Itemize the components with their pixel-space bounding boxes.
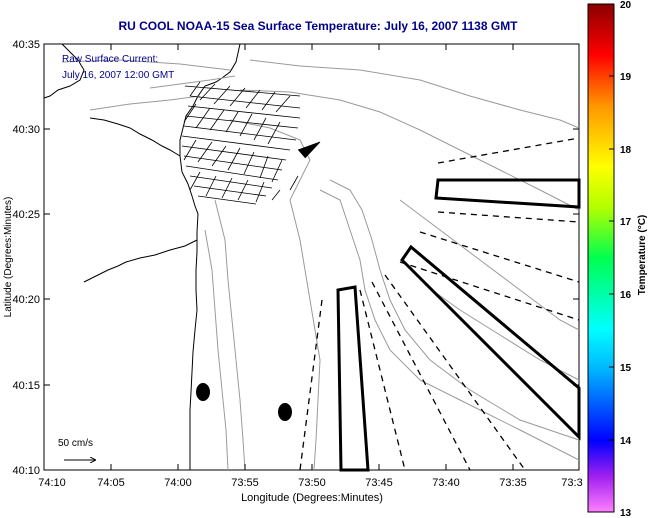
colorbar [587,3,615,513]
x-tick-label: 73:55 [231,477,259,489]
coastline-inlet [83,239,198,283]
x-tick-label: 74:05 [97,477,125,489]
map-title: RU COOL NOAA-15 Sea Surface Temperature:… [118,19,518,33]
x-tick-label: 73:50 [298,477,326,489]
x-tick-label: 73:35 [499,477,527,489]
y-tick-label: 40:20 [12,294,40,306]
current-annotation-line1: Raw Surface Current: [62,54,158,65]
coastline-bay [89,117,181,157]
x-tick-labels: 74:10 74:05 74:00 73:55 73:50 73:45 73:4… [38,477,582,489]
x-tick-label: 73:45 [365,477,393,489]
station-marker [278,403,292,421]
colorbar-tick-labels: 20 19 18 17 16 15 14 13 [620,0,632,518]
colorbar-tick-label: 15 [620,363,632,374]
colorbar-tick-label: 17 [620,217,632,228]
y-axis-ticks [44,128,579,386]
colorbar-tick-label: 14 [620,436,632,447]
x-tick-label: 73:40 [432,477,460,489]
y-axis-label: Latitude (Degrees:Minutes) [3,197,14,318]
y-tick-label: 40:10 [12,465,40,477]
transect-box-diagonal [400,244,581,441]
x-tick-label: 73:3 [561,477,582,489]
colorbar-tick-label: 13 [620,508,632,518]
x-tick-label: 74:00 [164,477,192,489]
x-axis-ticks [43,44,514,470]
coastline [179,43,241,470]
depth-contours [61,59,580,471]
y-tick-label: 40:30 [12,124,40,136]
y-tick-label: 40:35 [12,39,40,51]
x-tick-label: 74:10 [38,477,66,489]
station-marker [196,383,210,401]
current-vectors [181,81,321,205]
transect-boxes [336,178,581,472]
sector-dashed-lines [299,137,580,471]
colorbar-tick-label: 18 [620,145,632,156]
transect-box-south [336,285,370,472]
colorbar-tick-label: 20 [620,0,632,11]
map-frame [43,43,580,471]
current-annotation-line2: July 16, 2007 12:00 GMT [62,70,174,81]
colorbar-label: Temperature (°C) [637,215,648,296]
colorbar-ticks [609,75,614,441]
scale-label: 50 cm/s [58,438,93,449]
y-tick-label: 40:25 [12,209,40,221]
y-tick-labels: 40:35 40:30 40:25 40:20 40:15 40:10 [12,39,40,477]
map-plot-area: Raw Surface Current: July 16, 2007 12:00… [43,43,581,472]
colorbar-tick-label: 16 [620,290,632,301]
colorbar-tick-label: 19 [620,72,632,83]
coastline-north [43,43,85,99]
transect-box-east [434,178,581,209]
y-tick-label: 40:15 [12,380,40,392]
x-axis-label: Longitude (Degrees:Minutes) [241,492,383,504]
